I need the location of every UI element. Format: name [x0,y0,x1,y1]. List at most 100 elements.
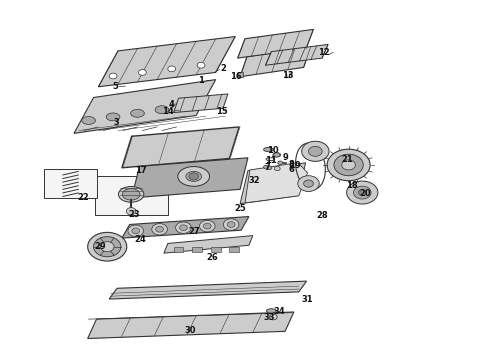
Circle shape [128,225,144,237]
Circle shape [278,161,283,165]
Circle shape [179,225,187,230]
Text: 8: 8 [288,161,294,170]
Circle shape [88,232,127,261]
Text: 34: 34 [273,307,285,316]
Circle shape [223,219,239,230]
Polygon shape [122,217,249,238]
Bar [44,169,98,198]
Ellipse shape [122,189,140,200]
Polygon shape [266,44,328,65]
Text: 5: 5 [112,82,118,91]
Ellipse shape [131,109,145,117]
Ellipse shape [273,153,281,157]
Circle shape [327,149,370,181]
Circle shape [274,166,280,171]
Text: 24: 24 [135,235,147,244]
Bar [95,176,168,215]
Circle shape [197,62,205,68]
Circle shape [353,186,371,199]
Ellipse shape [106,113,120,121]
Circle shape [126,208,136,215]
Circle shape [132,228,140,234]
Circle shape [94,237,121,257]
Polygon shape [88,312,294,338]
Text: 26: 26 [206,253,218,262]
Text: 14: 14 [162,107,173,116]
Bar [192,247,202,252]
Circle shape [346,181,378,204]
Ellipse shape [155,106,169,114]
Circle shape [270,314,277,320]
Ellipse shape [267,309,276,313]
Text: 9: 9 [282,153,288,162]
Text: 1: 1 [198,76,204,85]
Text: 31: 31 [302,294,313,303]
Text: 30: 30 [185,326,196,335]
Text: 22: 22 [77,193,89,202]
Bar [229,247,239,252]
Polygon shape [173,94,228,113]
Text: 15: 15 [216,107,227,116]
Circle shape [199,220,215,232]
Text: 17: 17 [135,166,146,175]
Circle shape [139,69,147,75]
Text: 29: 29 [95,242,106,251]
Circle shape [358,190,366,195]
Text: 33: 33 [264,313,275,322]
Circle shape [264,165,269,169]
Circle shape [152,224,168,235]
Polygon shape [240,163,306,204]
Circle shape [109,73,117,79]
Circle shape [168,66,175,72]
Circle shape [175,222,191,233]
Text: 4: 4 [169,100,174,109]
Bar [173,247,183,252]
Text: 19: 19 [289,161,301,170]
Text: 28: 28 [317,211,328,220]
Polygon shape [132,158,248,198]
Text: 10: 10 [268,146,279,155]
Ellipse shape [119,186,144,202]
Text: 23: 23 [129,210,141,219]
Text: 32: 32 [249,176,261,185]
Polygon shape [240,47,311,77]
Circle shape [334,154,363,176]
Ellipse shape [264,147,273,152]
Circle shape [189,173,198,180]
Text: 3: 3 [113,118,119,127]
Text: 7: 7 [265,163,270,172]
Polygon shape [245,163,308,203]
Polygon shape [98,37,235,87]
Circle shape [298,176,319,192]
Polygon shape [109,281,307,299]
Circle shape [203,223,211,229]
Circle shape [302,141,329,161]
Polygon shape [74,80,216,134]
Text: 12: 12 [318,48,330,57]
Ellipse shape [186,171,201,181]
Polygon shape [122,127,239,168]
Circle shape [267,166,272,170]
Text: 11: 11 [265,157,276,166]
Circle shape [227,222,235,228]
Text: 21: 21 [342,156,353,165]
Circle shape [304,180,314,187]
Ellipse shape [178,167,210,186]
Text: 20: 20 [359,189,371,198]
Text: 16: 16 [230,72,242,81]
Text: 6: 6 [289,166,295,175]
Circle shape [309,146,322,156]
Circle shape [342,160,355,170]
Circle shape [274,153,280,157]
Text: 25: 25 [234,204,246,213]
Text: 13: 13 [282,71,294,80]
Ellipse shape [82,117,96,125]
Polygon shape [238,30,314,58]
Text: 18: 18 [346,180,357,189]
Circle shape [100,242,114,252]
Text: 2: 2 [220,64,226,73]
Bar [238,72,243,77]
Circle shape [156,226,164,232]
Bar [211,247,220,252]
Polygon shape [164,235,253,253]
